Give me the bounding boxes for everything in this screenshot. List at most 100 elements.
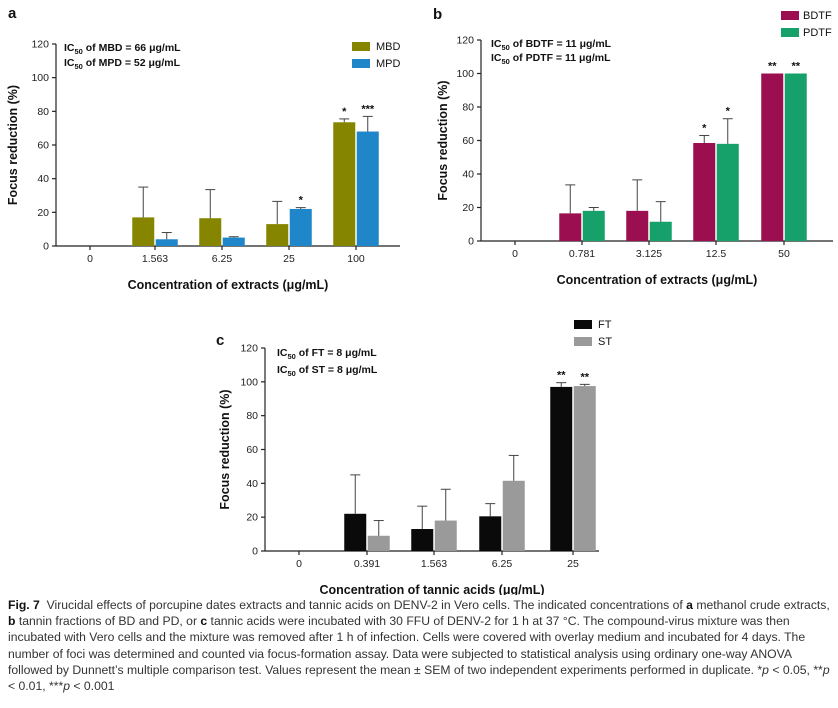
panel-b-ylabel: Focus reduction (%)	[436, 80, 450, 200]
panel-b-significance: **	[768, 61, 777, 73]
panel-b-ic50-annotation: IC50 of BDTF = 11 μg/mL	[491, 38, 612, 52]
panel-c-ytick-label: 100	[240, 376, 258, 388]
panel-a-ytick-label: 40	[37, 173, 49, 185]
panel-a-legend-swatch	[352, 59, 370, 68]
panel-a-ytick-label: 80	[37, 106, 49, 118]
panel-a-significance: *	[299, 195, 304, 207]
panel-c-bar-ft	[411, 529, 434, 551]
panel-b-ic50-annotation: IC50 of PDTF = 11 μg/mL	[491, 52, 611, 66]
panel-a-bar-mbd	[333, 122, 356, 246]
panel-a-bar-mpd	[356, 131, 379, 246]
panel-b-bar-bdtf	[559, 213, 582, 241]
panel-b-bar-bdtf	[761, 73, 784, 241]
panel-c-legend-swatch	[574, 337, 592, 346]
caption-fig-label: Fig. 7	[8, 598, 40, 612]
panel-b-legend-swatch	[781, 11, 799, 20]
caption-text-6: < 0.01, ***	[8, 679, 64, 694]
panel-b-xtick-label: 3.125	[636, 248, 662, 260]
panel-c-ytick-label: 20	[246, 512, 258, 524]
caption-bold-c: c	[200, 614, 208, 629]
panel-c-bar-ft	[550, 386, 573, 551]
panel-c-bar-st	[434, 520, 457, 551]
caption-text-5: < 0.05, **	[768, 662, 823, 677]
panel-b-xtick-label: 0	[512, 248, 518, 260]
panel-b-ytick-label: 20	[462, 202, 474, 214]
panel-b-xtick-label: 12.5	[706, 248, 727, 260]
panel-c-bar-ft	[479, 516, 502, 551]
panel-a-xtick-label: 1.563	[142, 253, 168, 265]
panel-c-significance: **	[557, 370, 566, 382]
panel-b-xtick-label: 0.781	[569, 248, 595, 260]
panel-a-xtick-label: 25	[283, 253, 295, 265]
panel-a-ytick-label: 0	[43, 241, 49, 253]
caption-p-1: p	[762, 662, 769, 677]
panel-c-xtick-label: 6.25	[492, 558, 513, 570]
caption-bold-b: b	[8, 614, 16, 629]
panel-a-legend-label: MBD	[376, 41, 401, 53]
panel-a-bar-mpd	[289, 208, 312, 246]
panel-a-ytick-label: 120	[31, 39, 49, 51]
panel-a-xtick-label: 0	[87, 253, 93, 265]
panel-a-ytick-label: 60	[37, 140, 49, 152]
panel-b-ytick-label: 40	[462, 169, 474, 181]
panel-c-ytick-label: 60	[246, 444, 258, 456]
panel-b-legend-label: BDTF	[803, 10, 832, 22]
caption-text-7: < 0.001	[70, 679, 115, 694]
panel-c-ylabel: Focus reduction (%)	[218, 389, 232, 509]
panel-a-bar-mpd	[222, 237, 245, 246]
panel-c-xtick-label: 0.391	[354, 558, 380, 570]
panel-c-bar-ft	[344, 513, 367, 551]
panel-c-legend-label: ST	[598, 336, 612, 348]
panel-c-xlabel: Concentration of tannic acids (μg/mL)	[319, 583, 544, 595]
panel-c-legend-swatch	[574, 320, 592, 329]
panel-c-ytick-label: 120	[240, 343, 258, 355]
panel-b-ytick-label: 60	[462, 135, 474, 147]
panel-a-legend-swatch	[352, 42, 370, 51]
panel-c-xtick-label: 25	[567, 558, 579, 570]
caption-bold-a: a	[686, 598, 693, 612]
panel-c-bar-st	[502, 480, 525, 551]
panel-a-ytick-label: 20	[37, 207, 49, 219]
panel-a-ylabel: Focus reduction (%)	[6, 85, 20, 205]
panel-c-label: c	[216, 332, 224, 349]
panel-b-ytick-label: 0	[468, 236, 474, 248]
panel-a-label: a	[8, 5, 17, 22]
panel-b-ytick-label: 100	[456, 68, 474, 80]
panel-b-xtick-label: 50	[778, 248, 790, 260]
caption-text-4: tannic acids were incubated with 30 FFU …	[8, 614, 806, 677]
panel-b-ytick-label: 120	[456, 35, 474, 47]
panel-a-legend-label: MPD	[376, 58, 401, 70]
panel-b-xlabel: Concentration of extracts (μg/mL)	[557, 273, 758, 287]
panel-c-bar-st	[573, 386, 596, 551]
caption-p-2: p	[822, 662, 830, 677]
panel-c-significance: **	[580, 371, 589, 383]
panel-b-bar-pdtf	[716, 143, 739, 241]
figure-caption: Fig. 7 Virucidal effects of porcupine da…	[8, 597, 830, 694]
panel-b-ytick-label: 80	[462, 102, 474, 114]
panel-b-bar-pdtf	[649, 221, 672, 241]
caption-text-2: methanol crude extracts,	[692, 598, 830, 612]
panel-a-bar-mbd	[199, 218, 222, 246]
panel-b-label: b	[433, 6, 442, 23]
panel-c-bar-st	[367, 535, 390, 551]
panel-c-ic50-annotation: IC50 of FT = 8 μg/mL	[277, 347, 377, 361]
panel-c-ytick-label: 0	[252, 546, 258, 558]
panel-a-bar-mpd	[155, 239, 178, 246]
panel-b-bar-bdtf	[693, 143, 716, 241]
caption-text-3: tannin fractions of BD and PD, or	[15, 614, 201, 629]
panel-c-ic50-annotation: IC50 of ST = 8 μg/mL	[277, 364, 378, 378]
panel-a-ytick-label: 100	[31, 72, 49, 84]
caption-p-3: p	[63, 679, 71, 694]
panel-a-significance: *	[342, 106, 347, 118]
panel-c-ytick-label: 80	[246, 410, 258, 422]
panel-b-legend-label: PDTF	[803, 27, 832, 39]
panel-b-significance: *	[702, 122, 707, 134]
panel-a-xtick-label: 100	[347, 253, 365, 265]
panel-b-bar-bdtf	[626, 210, 649, 241]
panel-c-ytick-label: 40	[246, 478, 258, 490]
panel-a-ic50-annotation: IC50 of MBD = 66 μg/mL	[64, 42, 181, 56]
panel-a-bar-mbd	[132, 217, 155, 246]
panel-b-bar-pdtf	[784, 73, 807, 241]
panel-a-xtick-label: 6.25	[212, 253, 233, 265]
